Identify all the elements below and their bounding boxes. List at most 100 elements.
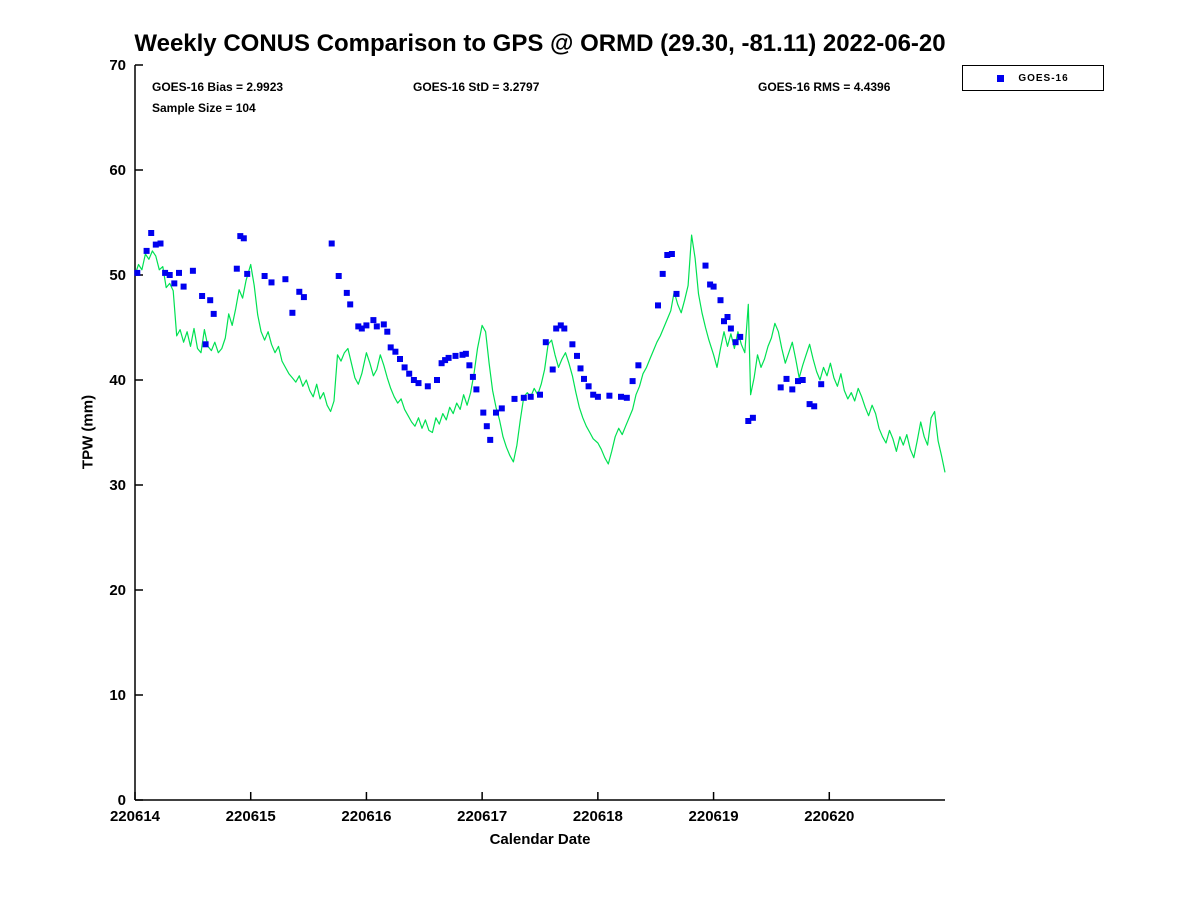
goes16-marker [749,414,756,421]
goes16-marker [134,269,141,276]
goes16-marker [789,386,796,393]
goes16-marker [459,351,466,358]
goes16-marker [261,273,268,279]
goes16-marker [415,380,422,387]
goes16-marker [480,409,487,416]
goes16-marker [623,394,630,401]
goes16-marker [717,297,724,304]
goes16-marker [244,270,251,277]
x-tick-label: 220620 [804,808,854,825]
goes16-marker [207,297,214,304]
goes16-marker [363,322,370,329]
goes16-marker [818,381,825,388]
y-axis-label: TPW (mm) [79,394,97,470]
goes16-marker [727,325,734,332]
goes16-marker [410,377,417,383]
goes16-marker [557,322,564,329]
goes16-marker [373,323,380,330]
goes16-marker [673,290,680,297]
goes16-marker [343,289,350,296]
goes16-marker [143,247,150,254]
goes16-marker [483,423,490,430]
goes16-marker [166,272,173,278]
goes16-marker [171,280,178,287]
goes16-marker [553,325,560,332]
goes16-marker [777,384,784,391]
goes16-marker [585,383,592,390]
goes16-marker [737,333,744,340]
x-tick-label: 220615 [226,808,276,825]
goes16-marker [635,362,642,369]
goes16-marker [795,378,801,385]
goes16-legend-marker-icon [997,74,1005,82]
x-axis-label: Calendar Date [489,831,591,848]
goes16-marker [424,383,431,390]
goes16-marker [745,418,752,424]
stat-bias: GOES-16 Bias = 2.9923 [152,80,284,94]
goes16-marker [370,317,377,324]
goes16-marker [710,283,717,290]
gps-line [134,234,946,473]
y-tick-label: 30 [109,477,126,494]
stat-rms: GOES-16 RMS = 4.4396 [758,80,891,94]
goes16-marker [721,318,727,325]
y-tick-label: 0 [118,792,126,809]
y-tick-label: 20 [109,582,126,599]
goes16-marker [487,436,494,443]
goes16-marker [445,354,452,361]
goes16-marker [397,356,403,362]
goes16-marker [380,321,387,328]
stat-std: GOES-16 StD = 3.2797 [413,80,540,94]
y-tick-label: 60 [109,162,126,179]
goes16-marker [618,393,624,400]
goes16-marker [527,393,534,400]
legend-label-goes16: GOES-16 [1018,72,1069,84]
goes16-marker [335,273,342,279]
goes16-marker [520,394,527,401]
goes16-marker [498,405,505,412]
goes16-marker [511,395,518,402]
goes16-marker [702,262,709,269]
goes16-marker [577,365,584,372]
goes16-marker [202,341,209,348]
goes16-marker [574,352,580,359]
goes16-marker [289,309,296,316]
y-tick-label: 40 [109,372,126,389]
goes16-marker [707,281,714,288]
goes16-marker [783,375,790,382]
goes16-marker [668,251,675,257]
goes16-marker [384,328,391,335]
goes16-marker [240,235,247,242]
goes16-marker [469,373,476,380]
y-tick-label: 50 [109,267,126,284]
x-tick-label: 220618 [573,808,623,825]
goes16-marker [296,288,303,295]
goes16-marker [664,252,671,258]
goes16-marker [180,283,187,290]
goes16-marker [569,341,576,348]
goes16-marker [233,265,240,272]
goes16-marker [655,302,661,309]
goes16-marker [581,375,587,382]
goes16-marker [606,392,613,399]
y-tick-label: 10 [109,687,126,704]
goes16-marker [237,233,244,240]
goes16-marker [387,344,394,351]
goes16-marker [282,276,289,283]
goes16-marker [347,301,354,308]
goes16-marker [199,293,206,299]
goes16-marker [406,370,413,377]
goes16-marker [659,270,666,277]
goes16-marker [466,362,473,369]
goes16-marker [462,350,469,357]
goes16-marker [799,377,806,383]
goes16-marker [434,377,440,383]
goes16-marker [162,269,169,276]
goes16-marker [732,339,739,346]
goes16-marker [148,230,155,236]
goes16-marker [358,325,365,332]
goes16-marker [594,393,601,400]
goes16-marker [401,364,408,371]
goes16-marker [157,240,164,247]
